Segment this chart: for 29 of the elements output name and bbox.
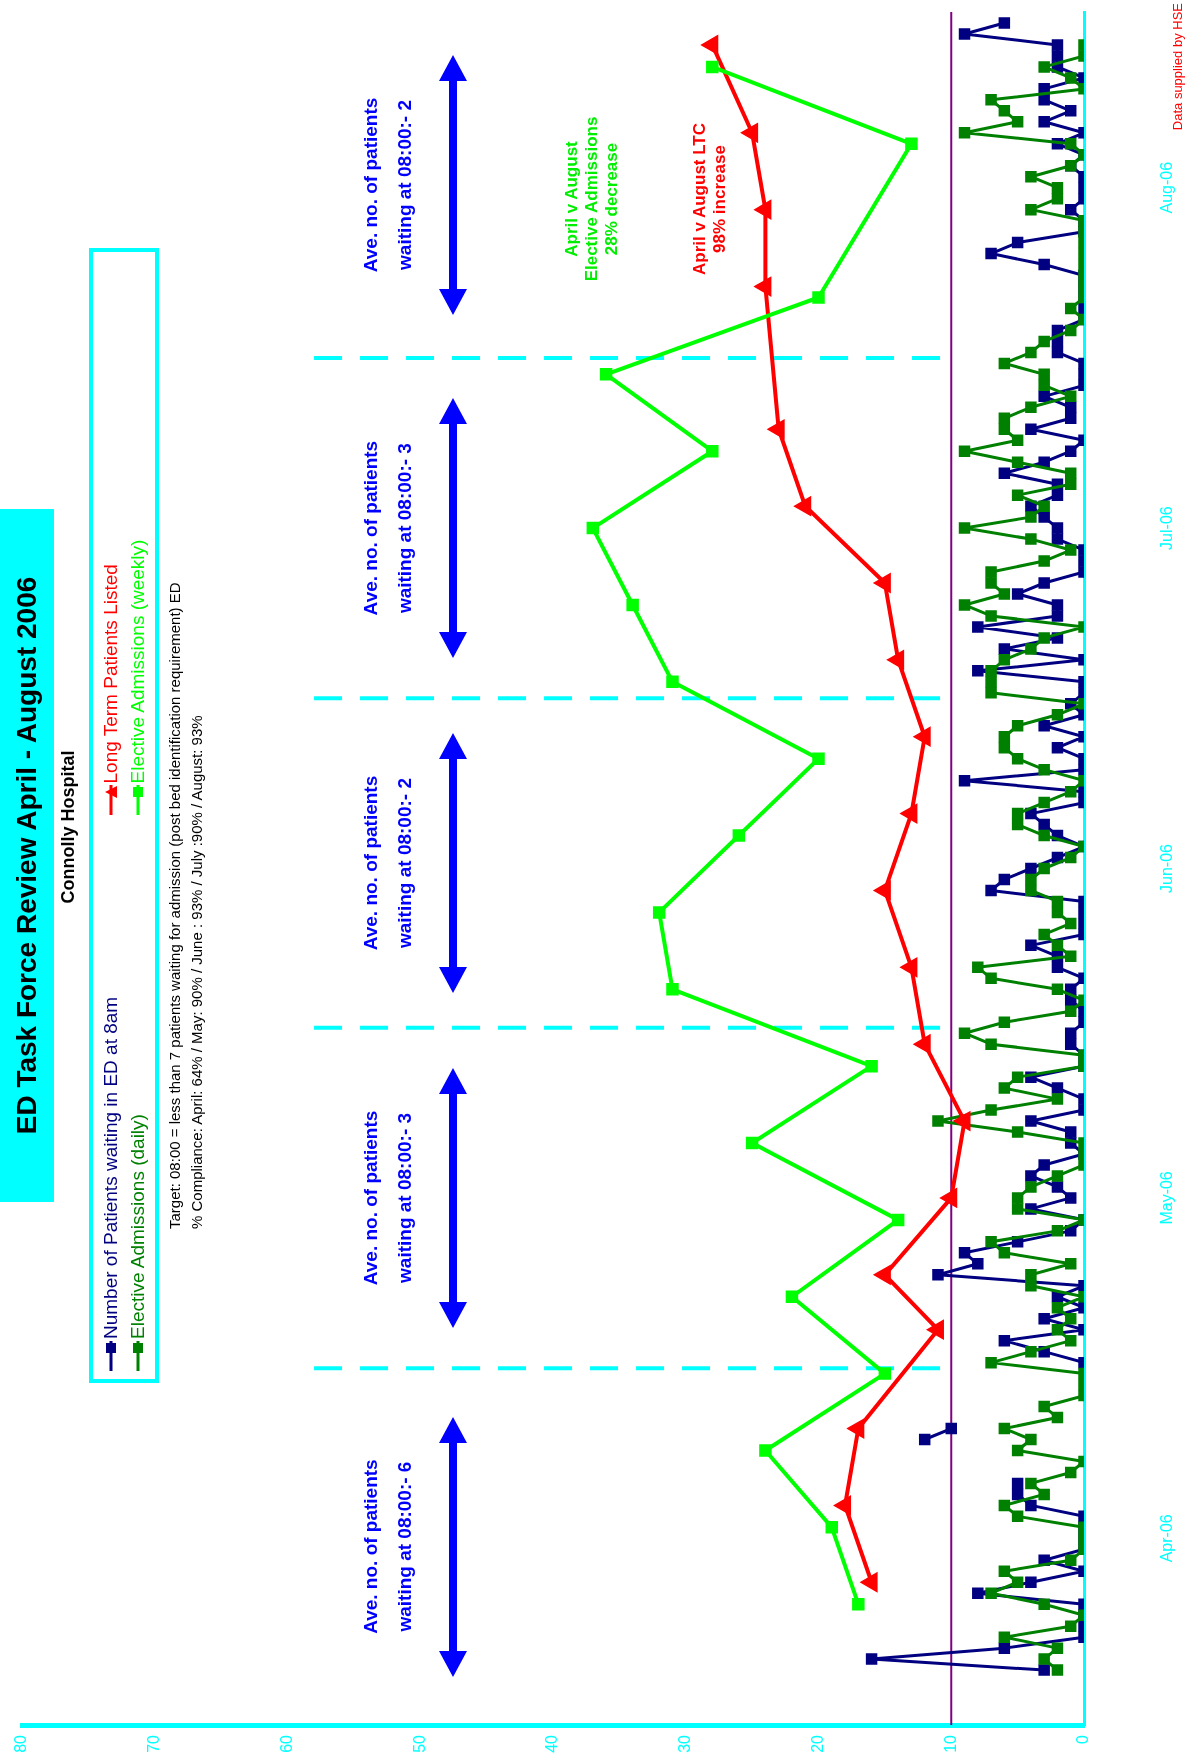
annotation: Ave. no. of patients waiting at 08:00:- 2	[358, 774, 417, 953]
annotation: April v August Elective Admissions 28% decrease	[562, 115, 622, 284]
y-tick-label: Apr-06	[1158, 1514, 1176, 1563]
x-tick-label: 80	[12, 1734, 30, 1753]
text: Elective Admissions (weekly)	[126, 539, 149, 784]
annotation: Ave. no. of patients waiting at 08:00:- 3	[358, 1109, 417, 1288]
annotation: Ave. no. of patients waiting at 08:00:- 3	[358, 439, 417, 618]
x-tick-label: 40	[543, 1734, 561, 1753]
text: Elective Admissions (daily)	[126, 1114, 149, 1339]
x-tick-label: 60	[277, 1734, 295, 1753]
text: Long Term Patients Listed	[99, 564, 122, 784]
annotation: % Compliance: April: 64% / May: 90% / June : 93% / July :90% / August: 93%	[188, 715, 205, 1229]
text: Number of Patients waiting in ED at 8am	[99, 996, 122, 1339]
annotation: Target: 08:00 = less than 7 patients waiting for admission (post bed identification requirement) ED	[166, 582, 183, 1229]
y-tick-label: Jul-06	[1158, 506, 1176, 550]
x-tick-label: 20	[808, 1734, 826, 1753]
annotation: Ave. no. of patients waiting at 08:00:- 2	[358, 96, 417, 275]
x-tick-label: 30	[676, 1734, 694, 1753]
y-tick-label: Jun-06	[1158, 843, 1176, 893]
x-tick-label: 0	[1074, 1734, 1092, 1744]
annotation: April v August LTC 98% increase	[690, 122, 730, 278]
x-tick-label: 10	[941, 1734, 959, 1753]
x-tick-label: 70	[145, 1734, 163, 1753]
x-tick-label: 50	[410, 1734, 428, 1753]
y-tick-label: May-06	[1158, 1171, 1176, 1225]
annotation: Ave. no. of patients waiting at 08:00:- 6	[358, 1458, 417, 1636]
text: Connolly Hospital	[58, 749, 79, 906]
text: Data supplied by HSE	[1170, 3, 1185, 133]
y-tick-label: Aug-06	[1158, 161, 1176, 214]
